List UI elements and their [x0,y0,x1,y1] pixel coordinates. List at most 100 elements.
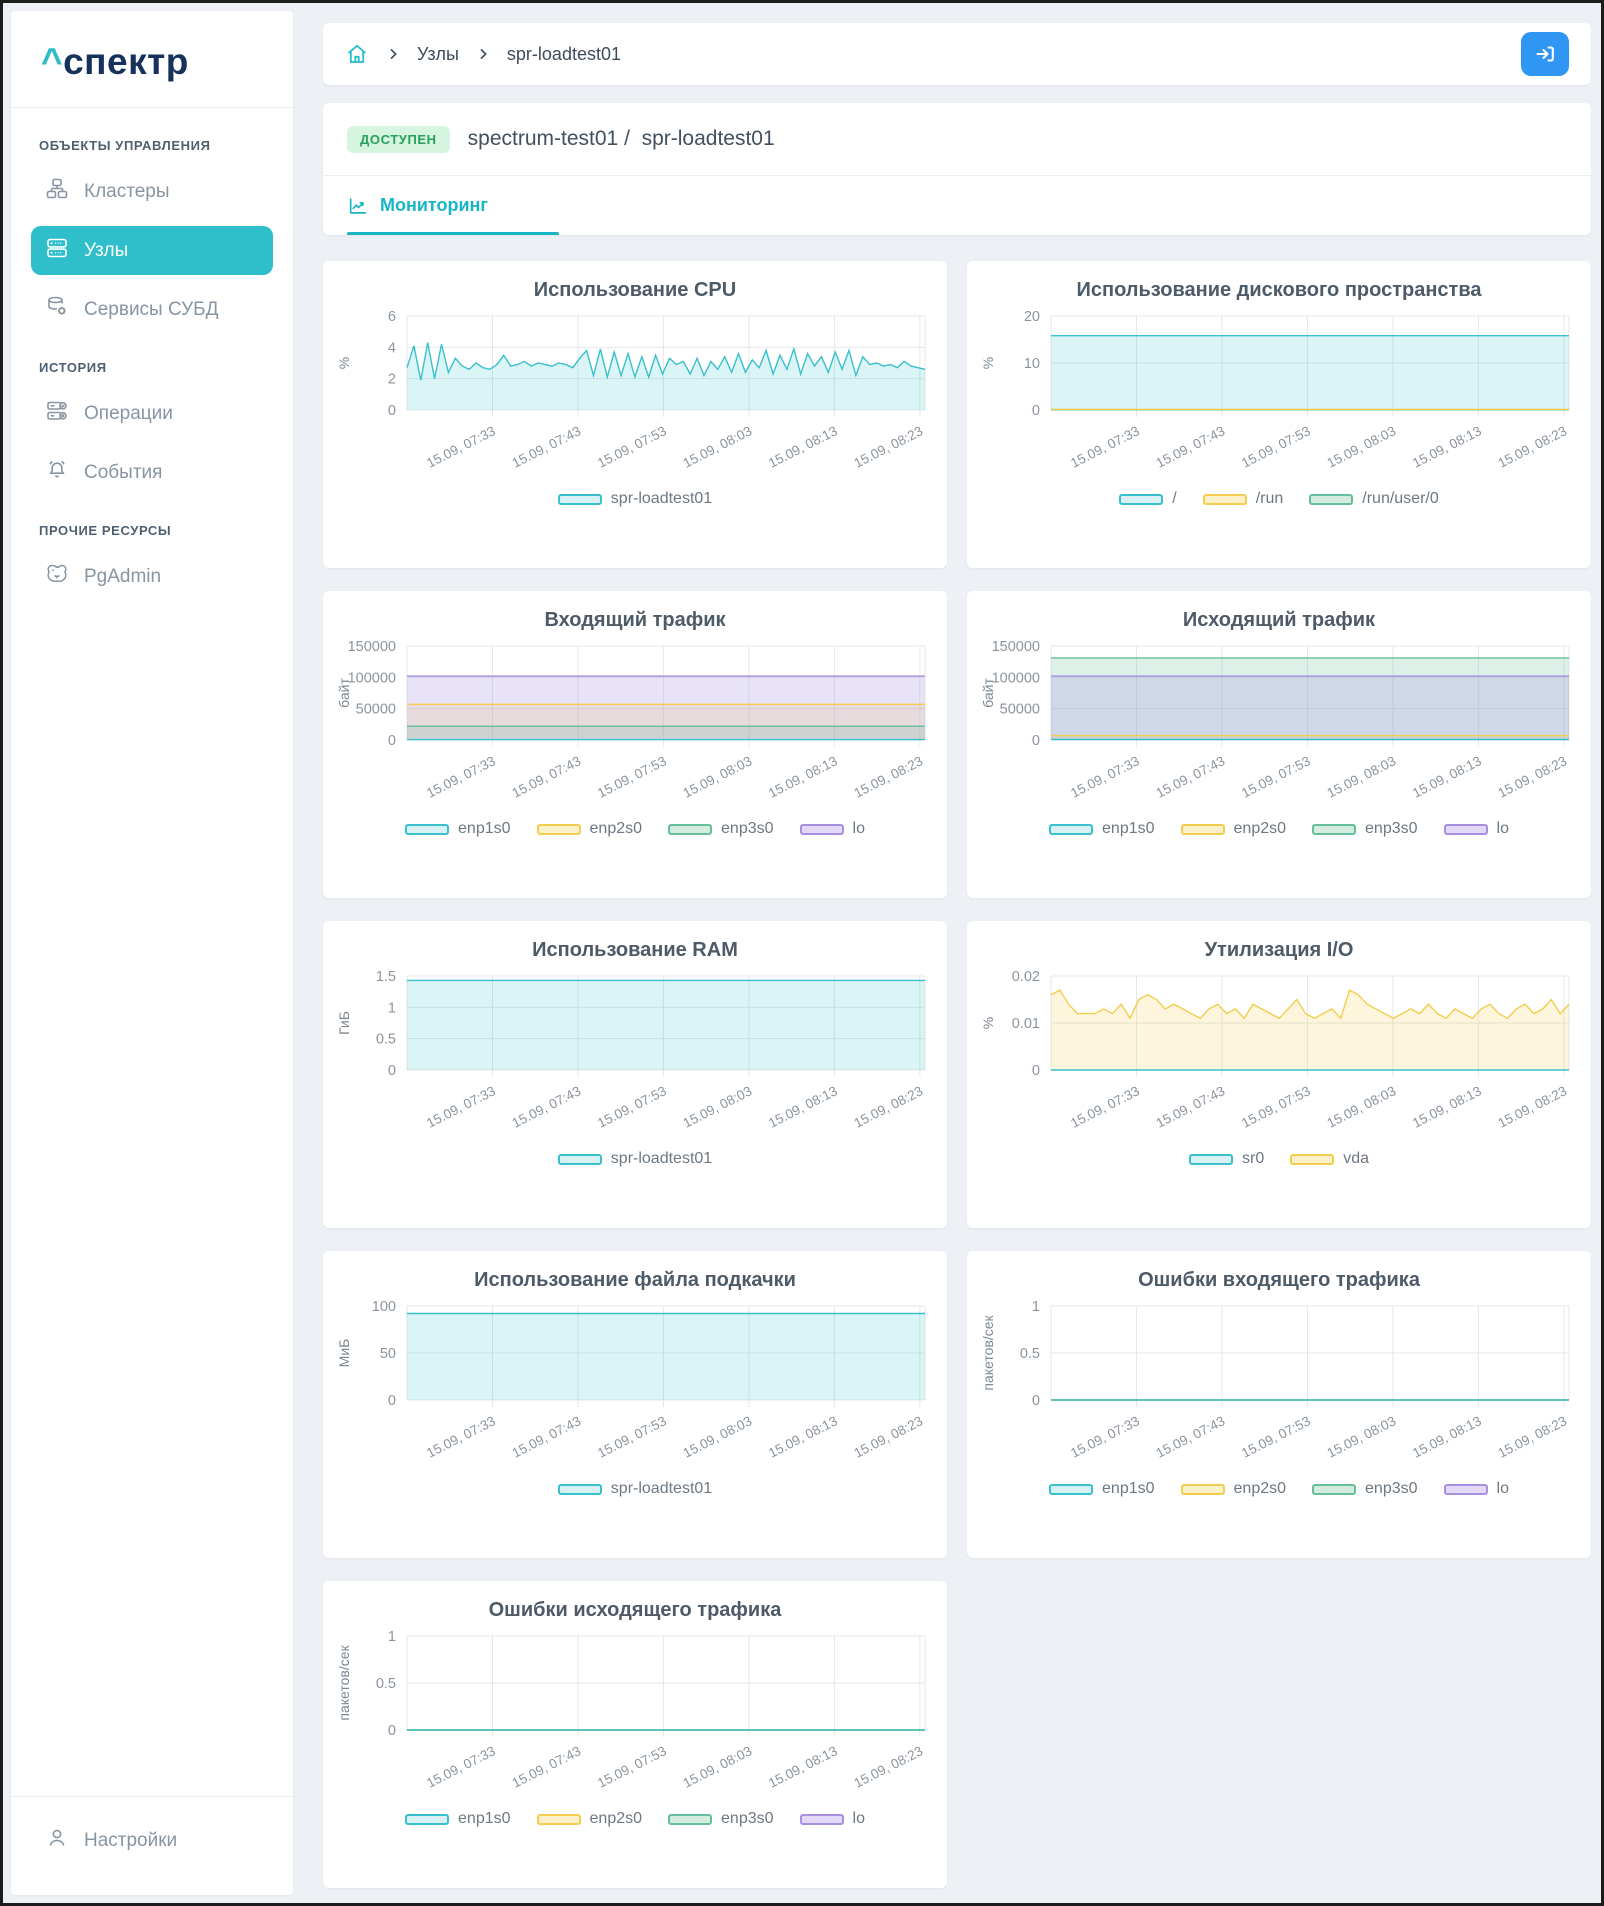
legend-item[interactable]: lo [1443,820,1509,838]
svg-text:50: 50 [380,1346,396,1362]
legend-item[interactable]: enp3s0 [1312,1480,1418,1498]
svg-text:байт: байт [336,678,352,708]
chart-title: Исходящий трафик [1182,609,1376,631]
sidebar-divider [11,107,293,108]
chart-plot: 0 0.5 1 15.09, 07:33 15.09, 07:43 15.09, 07:5… [980,1299,1570,1461]
legend-item[interactable]: / [1119,490,1177,508]
svg-text:0: 0 [388,1063,396,1079]
sidebar-item-events[interactable]: События [31,448,273,497]
legend-item[interactable]: enp1s0 [1049,1480,1155,1498]
svg-text:15.09, 08:13: 15.09, 08:13 [766,1083,840,1130]
legend-item[interactable]: enp1s0 [405,820,511,838]
legend-item[interactable]: spr-loadtest01 [557,1150,712,1168]
legend-swatch [1312,823,1357,835]
title-separator: / [624,127,630,150]
sidebar-footer-divider [11,1796,293,1797]
legend-item[interactable]: lo [799,1810,865,1828]
svg-text:15.09, 07:53: 15.09, 07:53 [1239,1413,1313,1460]
legend-swatch [1290,1153,1335,1165]
legend-item[interactable]: lo [1443,1480,1509,1498]
legend-swatch [668,823,713,835]
node-header-row: ДОСТУПЕН spectrum-test01 / spr-loadtest0… [323,103,1591,175]
svg-text:100000: 100000 [348,670,396,686]
legend-item[interactable]: enp2s0 [1180,820,1287,838]
sidebar-item-label: Сервисы СУБД [84,298,219,320]
chart-legend: enp1s0 enp2s0 enp3s0 lo [405,820,865,838]
legend-item[interactable]: enp3s0 [668,1810,774,1828]
app-logo: ^спектр [11,11,293,107]
logo-text: спектр [63,41,189,82]
monitoring-chart-icon [347,195,369,217]
legend-label: enp1s0 [458,1810,511,1827]
sidebar-item-label: Операции [84,402,173,424]
svg-text:15.09, 08:23: 15.09, 08:23 [852,753,926,800]
svg-text:15.09, 08:13: 15.09, 08:13 [1410,423,1484,470]
chart-legend: enp1s0 enp2s0 enp3s0 lo [1049,1480,1509,1498]
tab-monitoring[interactable]: Мониторинг [347,195,488,217]
legend-label: /run/user/0 [1362,490,1439,507]
svg-text:15.09, 08:23: 15.09, 08:23 [852,1083,926,1130]
svg-text:15.09, 08:13: 15.09, 08:13 [766,423,840,470]
svg-text:15.09, 07:33: 15.09, 07:33 [1068,1083,1142,1130]
svg-text:0: 0 [1032,733,1040,749]
active-tab-indicator [347,232,559,235]
legend-swatch [1202,493,1247,505]
legend-item[interactable]: lo [799,820,865,838]
sidebar-item-clusters[interactable]: Кластеры [31,167,273,216]
svg-text:100000: 100000 [992,670,1040,686]
sidebar-item-operations[interactable]: Операции [31,389,273,438]
home-icon[interactable] [345,42,369,66]
chart-plot: 0 2 4 6 15.09, 07:33 15.09, 07:43 15.09, 07:53… [336,309,926,471]
legend-item[interactable]: enp3s0 [668,820,774,838]
chart-card: Использование CPU 0 2 4 6 15.09, 07:33 15.09, … [323,261,947,568]
operations-icon [45,399,69,429]
chart-title: Использование дискового пространства [1076,279,1482,301]
chart-legend: spr-loadtest01 [557,1150,712,1168]
legend-item[interactable]: /run/user/0 [1309,490,1439,508]
legend-label: enp2s0 [1233,1480,1287,1497]
legend-item[interactable]: enp2s0 [536,1810,642,1828]
legend-item[interactable]: /run [1202,490,1283,508]
svg-text:15.09, 07:53: 15.09, 07:53 [595,1413,669,1460]
sidebar-item-label: События [84,461,163,483]
chart-legend: enp1s0 enp2s0 enp3s0 lo [1049,820,1509,838]
svg-text:15.09, 08:03: 15.09, 08:03 [1325,753,1399,800]
svg-text:0: 0 [1032,403,1040,419]
sidebar-item-db-services[interactable]: Сервисы СУБД [31,285,273,334]
legend-item[interactable]: spr-loadtest01 [557,1480,712,1498]
sidebar-item-settings[interactable]: Настройки [45,1821,259,1861]
sidebar-item-nodes[interactable]: Узлы [31,226,273,275]
chart-title: Входящий трафик [544,609,726,631]
chart-card: Ошибки входящего трафика 0 0.5 1 15.09, 07:3… [967,1251,1591,1558]
svg-text:15.09, 08:03: 15.09, 08:03 [1325,423,1399,470]
legend-swatch [799,1813,844,1825]
svg-text:15.09, 07:43: 15.09, 07:43 [510,753,584,800]
svg-text:15.09, 08:03: 15.09, 08:03 [1325,1083,1399,1130]
sidebar-item-label: PgAdmin [84,565,162,587]
svg-text:15.09, 08:03: 15.09, 08:03 [1325,1413,1399,1460]
svg-text:15.09, 08:13: 15.09, 08:13 [766,1413,840,1460]
chart-card: Ошибки исходящего трафика 0 0.5 1 15.09, 07:… [323,1581,947,1888]
legend-item[interactable]: enp1s0 [1049,820,1155,838]
legend-label: enp2s0 [1233,820,1287,837]
legend-label: enp3s0 [721,1810,774,1827]
sign-in-button[interactable] [1521,32,1569,76]
legend-item[interactable]: spr-loadtest01 [557,490,712,508]
chart-card: Исходящий трафик 0 50000 100000 150000 15.09,… [967,591,1591,898]
legend-item[interactable]: enp2s0 [536,820,642,838]
svg-text:10: 10 [1024,356,1040,372]
svg-text:0.01: 0.01 [1012,1016,1040,1032]
tab-label: Мониторинг [380,195,488,215]
svg-text:2: 2 [388,372,396,388]
legend-item[interactable]: sr0 [1188,1150,1264,1168]
legend-swatch [536,823,581,835]
legend-item[interactable]: enp3s0 [1312,820,1418,838]
legend-item[interactable]: enp1s0 [405,1810,511,1828]
legend-item[interactable]: vda [1290,1150,1369,1168]
svg-text:1: 1 [388,1629,396,1645]
sidebar-item-pgadmin[interactable]: PgAdmin [31,552,273,601]
legend-item[interactable]: enp2s0 [1180,1480,1287,1498]
legend-swatch [1309,493,1354,505]
breadcrumb-link-nodes[interactable]: Узлы [417,43,459,64]
svg-text:15.09, 08:03: 15.09, 08:03 [681,1083,755,1130]
